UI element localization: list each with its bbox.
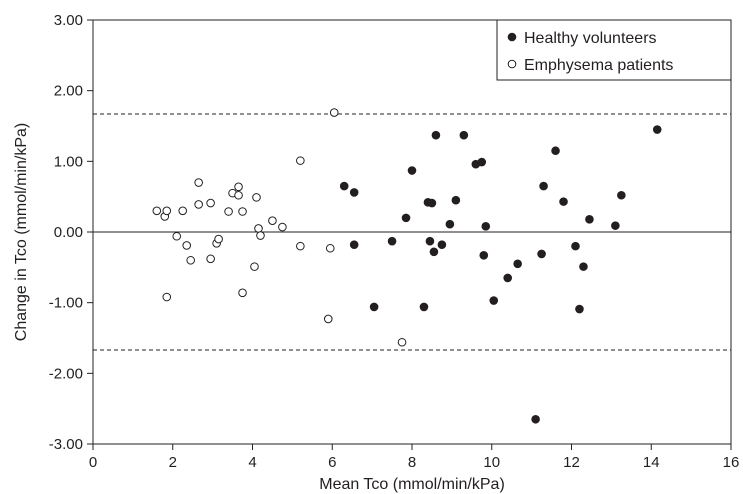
emphysema-patient-point (397, 337, 407, 347)
x-tick-label: 8 (408, 454, 416, 471)
y-tick-label: 1.00 (54, 153, 83, 170)
healthy-volunteer-point (401, 213, 411, 223)
emphysema-patient-point (238, 288, 247, 298)
reference-lines (93, 113, 731, 351)
emphysema-patient-point (256, 231, 265, 240)
y-tick-label: -3.00 (49, 436, 83, 453)
emphysema-patient-point (325, 243, 335, 253)
healthy-volunteer-point (652, 125, 662, 134)
healthy-volunteer-point (339, 181, 349, 191)
emphysema-patient-point (234, 190, 243, 200)
healthy-volunteer-point (445, 219, 455, 229)
emphysema-patient-point (329, 108, 339, 117)
healthy-volunteer-point (369, 302, 379, 312)
emphysema-patient-point (268, 216, 277, 225)
healthy-volunteer-point (349, 240, 359, 250)
legend-label-healthy: Healthy volunteers (524, 30, 657, 47)
healthy-volunteer-point (477, 157, 487, 167)
emphysema-patient-point (186, 255, 195, 265)
healthy-volunteer-point (531, 414, 540, 424)
emphysema-patient-point (182, 241, 192, 250)
healthy-volunteer-point (513, 259, 522, 269)
legend-marker-healthy (507, 32, 517, 42)
legend-marker-emphysema (507, 59, 517, 69)
healthy-volunteer-point (551, 146, 560, 156)
healthy-volunteer-point (585, 214, 594, 224)
x-tick-label: 4 (248, 454, 256, 471)
emphysema-patient-point (162, 292, 172, 302)
healthy-volunteer-point (407, 166, 417, 175)
y-axis-label: Change in Tco (mmol/min/kPa) (13, 123, 30, 341)
healthy-volunteer-point (537, 249, 546, 259)
emphysema-patient-point (252, 193, 261, 202)
emphysema-patient-point (278, 222, 287, 232)
healthy-volunteer-point (579, 262, 588, 271)
healthy-volunteer-point (503, 273, 513, 283)
healthy-volunteer-point (489, 296, 499, 305)
emphysema-patient-point (172, 231, 182, 241)
emphysema-patient-point (238, 207, 247, 216)
x-tick-label: 10 (483, 454, 500, 471)
emphysema-patient-point (206, 254, 215, 264)
healthy-volunteer-point (425, 236, 435, 246)
emphysema-patient-point (214, 234, 223, 244)
emphysema-patient-point (206, 198, 215, 208)
x-axis-label: Mean Tco (mmol/min/kPa) (319, 476, 505, 493)
y-tick-label: 2.00 (54, 83, 83, 100)
emphysema-patient-point (224, 207, 233, 216)
x-tick-label: 0 (89, 454, 97, 471)
healthy-volunteer-point (451, 195, 461, 205)
legend-box (496, 19, 732, 81)
emphysema-patient-point (194, 178, 203, 187)
emphysema-patient-point (254, 224, 263, 233)
healthy-volunteer-point (617, 190, 626, 200)
emphysema-patient-point (296, 156, 305, 165)
healthy-volunteer-point (611, 221, 620, 230)
emphysema-patient-point (152, 206, 162, 216)
y-tick-label: -1.00 (49, 295, 83, 312)
x-tick-label: 14 (643, 454, 660, 471)
healthy-volunteer-point (437, 240, 447, 250)
healthy-volunteer-point (459, 130, 469, 140)
emphysema-patient-point (178, 206, 188, 216)
healthy-volunteer-point (559, 197, 568, 206)
legend: Healthy volunteers Emphysema patients (496, 19, 732, 81)
emphysema-patient-point (323, 314, 333, 324)
emphysema-patient-point (162, 206, 172, 216)
y-tick-label: 3.00 (54, 12, 83, 29)
legend-label-emphysema: Emphysema patients (524, 57, 673, 74)
healthy-volunteer-point (431, 130, 441, 140)
healthy-volunteer-point (479, 251, 489, 260)
y-tick-label: 0.00 (54, 224, 83, 241)
x-tick-label: 12 (563, 454, 580, 471)
emphysema-patient-point (250, 262, 259, 271)
emphysema-patient-point (296, 241, 305, 251)
healthy-volunteer-point (387, 236, 397, 246)
data-points (152, 108, 662, 424)
x-axis-ticks: 0 2 4 6 8 10 12 14 16 (89, 444, 740, 471)
healthy-volunteer-point (419, 302, 429, 312)
y-axis-ticks: -3.00 -2.00 -1.00 0.00 1.00 2.00 3.00 (49, 12, 93, 453)
healthy-volunteer-point (349, 188, 359, 197)
y-tick-label: -2.00 (49, 365, 83, 382)
healthy-volunteer-point (575, 304, 584, 314)
x-tick-label: 16 (723, 454, 740, 471)
x-tick-label: 6 (328, 454, 336, 471)
healthy-volunteer-point (571, 241, 580, 251)
x-tick-label: 2 (169, 454, 177, 471)
healthy-volunteer-point (481, 222, 491, 231)
healthy-volunteer-point (429, 247, 439, 257)
healthy-volunteer-point (539, 181, 548, 191)
plot-area: 0 2 4 6 8 10 12 14 16 -3.00 -2.00 -1.00 0.00 1.00 2.0… (49, 12, 740, 471)
emphysema-patient-point (234, 182, 243, 192)
healthy-volunteer-point (427, 198, 437, 208)
emphysema-patient-point (194, 200, 203, 209)
